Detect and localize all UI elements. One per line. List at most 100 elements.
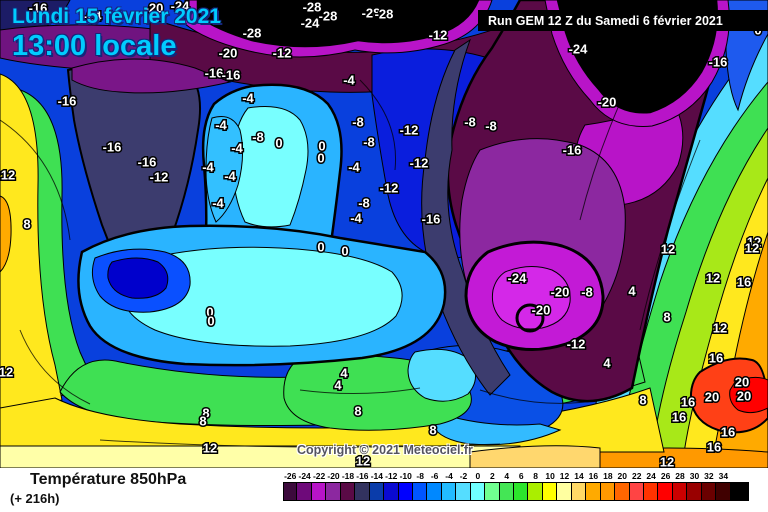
legend-swatch: [498, 482, 514, 501]
legend-cell: -16: [354, 470, 370, 501]
legend-tick-label: 8: [533, 471, 539, 481]
legend-swatch: [354, 482, 370, 501]
legend-tick-label: 20: [617, 471, 628, 481]
temperature-value-label: 8: [429, 422, 436, 437]
temperature-map: -16 -24 -20 -24 -28 -28 -24 -28 -28 -28 -12 -20 -16-…: [0, 0, 768, 468]
legend-cell: -18: [339, 470, 356, 501]
legend-tick-label: 34: [718, 471, 729, 481]
temperature-value-label: -4: [215, 117, 227, 132]
temperature-value-label: 12: [203, 440, 217, 455]
temperature-value-label: 12: [661, 241, 675, 256]
copyright-text: Copyright © 2021 Meteociel.fr: [297, 443, 473, 457]
legend-swatch: [570, 482, 587, 501]
model-run-bar: Run GEM 12 Z du Samedi 6 février 2021: [478, 10, 768, 31]
temperature-value-label: -4: [348, 159, 360, 174]
legend-tick-label: 14: [574, 471, 584, 481]
legend-swatch: [513, 482, 529, 501]
legend-cell: 4: [498, 470, 514, 501]
temperature-value-label: 0: [318, 138, 325, 153]
temperature-value-label: -24: [508, 270, 528, 285]
temperature-value-label: -4: [224, 168, 236, 183]
legend-swatch: [628, 482, 644, 501]
legend-cell: 14: [570, 470, 587, 501]
temperature-value-label: 16: [681, 394, 695, 409]
legend-tick-label: -14: [370, 471, 383, 481]
temperature-value-label: 12: [713, 320, 727, 335]
model-run-text: Run GEM 12 Z du Samedi 6 février 2021: [488, 13, 723, 28]
temperature-labels: -16-24-20 -24-28-28-24 -28 -28-28-12-20-16-…: [0, 0, 763, 468]
legend-swatch: [686, 482, 702, 501]
temperature-value-label: -4: [242, 90, 254, 105]
temperature-value-label: -24: [83, 8, 103, 23]
legend-cell: 8: [527, 470, 543, 501]
legend-cell: 30: [686, 470, 702, 501]
temperature-value-label: -16: [138, 154, 157, 169]
legend-swatch: [585, 482, 601, 501]
legend-cell: -2: [455, 470, 471, 501]
isolines: [0, 59, 701, 448]
temperature-value-label: 0: [275, 135, 282, 150]
temperature-value-label: -4: [231, 140, 243, 155]
legend-swatch: [283, 482, 298, 501]
temperature-value-label: 4: [603, 355, 611, 370]
legend-cell: -24: [296, 470, 312, 501]
legend-swatch: [426, 482, 442, 501]
legend-tick-label: -12: [385, 471, 398, 481]
temperature-value-label: -8: [464, 114, 476, 129]
temperature-value-label: 0: [317, 239, 324, 254]
legend-tick-label: 16: [588, 471, 599, 481]
temperature-value-label: -8: [352, 114, 364, 129]
temperature-value-label: 8: [354, 403, 361, 418]
legend-cell: 12: [556, 470, 572, 501]
temperature-value-label: -8: [363, 134, 375, 149]
temperature-value-label: 20: [737, 388, 751, 403]
map-canvas: -16-24-20 -24-28-28-24 -28 -28-28-12-20-16-…: [0, 0, 768, 468]
legend-swatch: [671, 482, 688, 501]
legend-tick-label: -6: [430, 471, 439, 481]
temperature-value-label: 4: [334, 377, 342, 392]
temperature-value-label: -28: [375, 6, 394, 21]
legend-swatch: [397, 482, 413, 501]
legend-tick-label: 10: [545, 471, 555, 481]
temperature-value-label: 16: [737, 274, 751, 289]
legend-swatch: [325, 482, 341, 501]
legend-cell: 22: [628, 470, 644, 501]
legend-tick-label: 0: [475, 471, 481, 481]
map-title: Température 850hPa: [30, 471, 187, 488]
region-atlantic-trough: [77, 83, 447, 367]
legend-cell: 24: [642, 470, 659, 501]
legend-tick-label: -24: [298, 471, 311, 481]
legend-tick-label: 30: [689, 471, 700, 481]
legend-cell: 10: [541, 470, 558, 501]
legend-cell: -8: [411, 470, 428, 501]
temperature-value-label: 20: [735, 374, 749, 389]
legend-swatch: [642, 482, 659, 501]
temperature-value-label: 12: [660, 454, 674, 468]
legend-cell: 6: [513, 470, 529, 501]
temperature-value-label: -8: [581, 284, 593, 299]
legend-cell: -12: [383, 470, 399, 501]
temperature-value-label: 4: [340, 365, 348, 380]
temperature-value-label: -16: [58, 93, 77, 108]
legend-tick-label: 18: [603, 471, 613, 481]
temperature-value-label: -28: [362, 5, 381, 20]
temperature-value-label: 8: [663, 309, 670, 324]
legend-swatch: [700, 482, 717, 501]
legend-swatch: [715, 482, 731, 501]
legend-cell: -20: [325, 470, 341, 501]
legend-cell: 32: [700, 470, 717, 501]
temperature-value-label: 0: [341, 243, 348, 258]
legend-swatch: [383, 482, 399, 501]
temperature-value-label: -8: [252, 129, 264, 144]
legend-swatch: [296, 482, 312, 501]
legend-tick-label: 28: [675, 471, 685, 481]
temperature-value-label: 0: [206, 304, 213, 319]
temperature-value-label: 16: [709, 350, 723, 365]
temperature-value-label: 12: [747, 234, 761, 249]
valid-time-overlay: Lundi 15 février 2021 13:00 locale: [12, 5, 221, 63]
temperature-value-label: -4: [202, 159, 214, 174]
valid-time-text: 13:00 locale: [12, 30, 177, 63]
legend-tick-label: -22: [312, 471, 326, 481]
legend-tick-label: -4: [445, 471, 453, 481]
